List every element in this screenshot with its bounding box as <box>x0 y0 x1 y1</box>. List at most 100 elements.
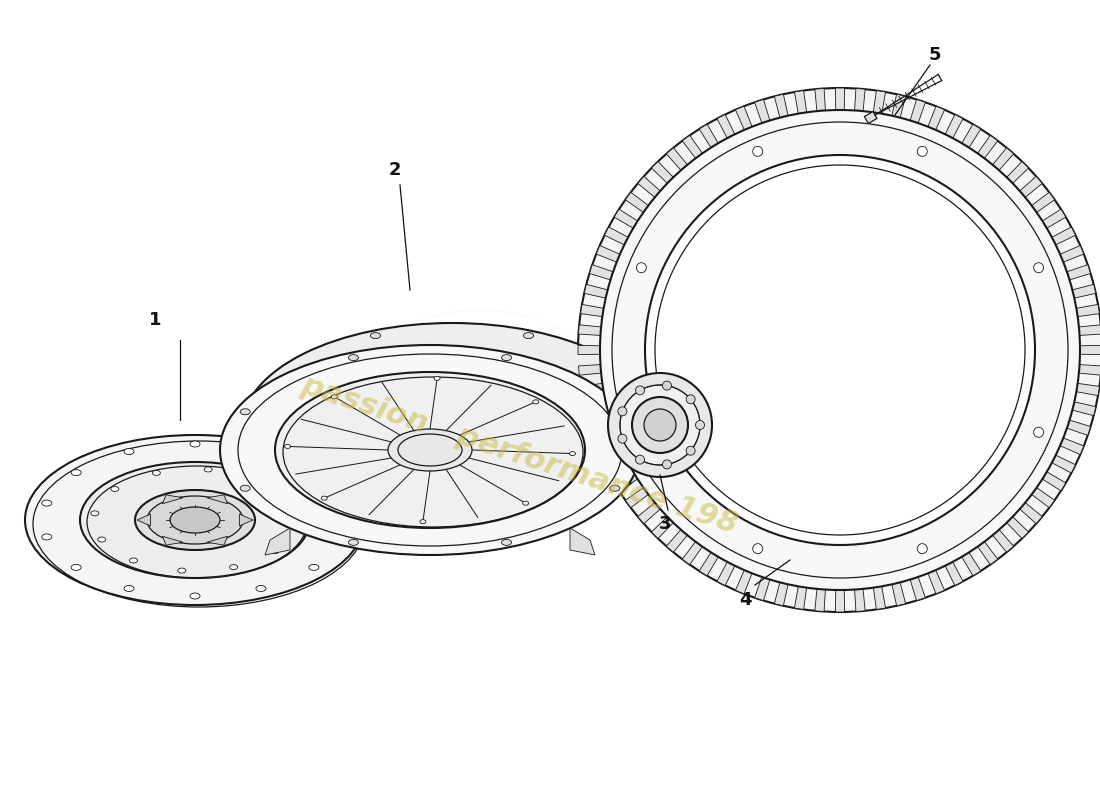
Polygon shape <box>961 124 981 148</box>
Polygon shape <box>570 528 595 555</box>
Ellipse shape <box>275 372 585 528</box>
Ellipse shape <box>178 568 186 573</box>
Polygon shape <box>928 106 945 130</box>
Polygon shape <box>992 530 1013 552</box>
Polygon shape <box>651 517 673 538</box>
Polygon shape <box>207 536 228 545</box>
Polygon shape <box>774 94 788 118</box>
Ellipse shape <box>124 449 134 454</box>
Circle shape <box>662 460 671 469</box>
Polygon shape <box>584 284 607 298</box>
Ellipse shape <box>285 445 290 449</box>
Circle shape <box>637 427 647 438</box>
Polygon shape <box>638 502 660 524</box>
Polygon shape <box>579 365 601 375</box>
Polygon shape <box>717 562 735 586</box>
Polygon shape <box>667 530 688 552</box>
Polygon shape <box>1032 488 1055 508</box>
Polygon shape <box>1006 162 1028 183</box>
Polygon shape <box>873 586 886 610</box>
Ellipse shape <box>111 486 119 491</box>
Ellipse shape <box>292 524 299 529</box>
Polygon shape <box>1043 472 1066 491</box>
Ellipse shape <box>271 549 279 554</box>
Polygon shape <box>625 488 648 508</box>
Polygon shape <box>978 542 998 565</box>
Ellipse shape <box>72 470 81 476</box>
Ellipse shape <box>230 565 238 570</box>
Ellipse shape <box>262 386 272 393</box>
Ellipse shape <box>321 496 328 500</box>
Ellipse shape <box>420 520 426 524</box>
Ellipse shape <box>190 593 200 599</box>
Polygon shape <box>1052 455 1076 473</box>
Polygon shape <box>605 455 628 473</box>
Polygon shape <box>815 89 825 111</box>
Polygon shape <box>700 552 718 576</box>
Circle shape <box>618 434 627 443</box>
Circle shape <box>917 544 927 554</box>
Circle shape <box>917 146 927 156</box>
Ellipse shape <box>262 463 272 470</box>
Polygon shape <box>835 88 845 110</box>
Ellipse shape <box>609 486 619 491</box>
Text: 3: 3 <box>659 515 671 533</box>
Polygon shape <box>794 586 806 610</box>
Ellipse shape <box>371 518 381 523</box>
Polygon shape <box>928 570 945 594</box>
Polygon shape <box>736 106 752 130</box>
Ellipse shape <box>388 429 472 471</box>
Ellipse shape <box>240 409 250 414</box>
Polygon shape <box>700 124 718 148</box>
Circle shape <box>608 373 712 477</box>
Ellipse shape <box>42 534 52 540</box>
Ellipse shape <box>130 558 138 563</box>
Polygon shape <box>1079 365 1100 375</box>
Circle shape <box>686 446 695 455</box>
Ellipse shape <box>220 345 640 555</box>
Ellipse shape <box>371 333 381 338</box>
Ellipse shape <box>578 88 1100 612</box>
Polygon shape <box>945 562 964 586</box>
Circle shape <box>644 409 676 441</box>
Ellipse shape <box>600 110 1080 590</box>
Ellipse shape <box>42 500 52 506</box>
Ellipse shape <box>72 564 81 570</box>
Circle shape <box>620 385 700 465</box>
Polygon shape <box>736 570 752 594</box>
Ellipse shape <box>570 451 575 455</box>
Text: 4: 4 <box>739 591 751 609</box>
Ellipse shape <box>242 323 662 533</box>
Polygon shape <box>961 552 981 576</box>
Ellipse shape <box>502 354 512 361</box>
Polygon shape <box>596 438 620 454</box>
Ellipse shape <box>147 496 243 544</box>
Polygon shape <box>1060 246 1083 262</box>
Circle shape <box>662 381 671 390</box>
Polygon shape <box>163 536 183 545</box>
Circle shape <box>686 394 695 404</box>
Polygon shape <box>1072 284 1096 298</box>
Ellipse shape <box>349 539 359 546</box>
Polygon shape <box>614 472 638 491</box>
Polygon shape <box>1072 402 1096 416</box>
Ellipse shape <box>190 441 200 447</box>
Circle shape <box>637 262 647 273</box>
Ellipse shape <box>152 470 161 475</box>
Circle shape <box>1034 427 1044 438</box>
Ellipse shape <box>434 376 440 380</box>
Polygon shape <box>138 514 151 526</box>
Ellipse shape <box>524 518 534 523</box>
Polygon shape <box>910 99 925 123</box>
Ellipse shape <box>309 564 319 570</box>
Polygon shape <box>1067 420 1090 435</box>
Polygon shape <box>1067 265 1090 280</box>
Ellipse shape <box>609 409 619 414</box>
Ellipse shape <box>80 462 310 578</box>
Polygon shape <box>579 325 601 335</box>
Polygon shape <box>992 148 1013 170</box>
Ellipse shape <box>502 539 512 546</box>
Polygon shape <box>163 495 183 504</box>
Polygon shape <box>855 589 866 611</box>
Ellipse shape <box>338 500 349 506</box>
